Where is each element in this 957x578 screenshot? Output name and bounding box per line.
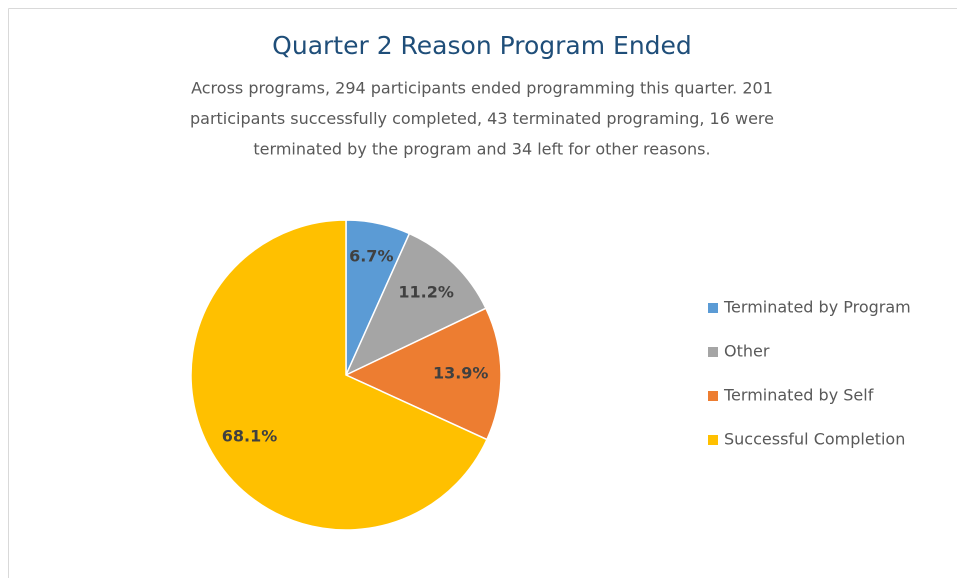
chart-subtitle: participants successfully completed, 43 … [190,109,774,128]
legend-swatch [708,347,718,357]
data-label: 6.7% [349,246,393,265]
chart-title: Quarter 2 Reason Program Ended [272,31,692,60]
legend-label: Successful Completion [724,430,905,449]
pie-slice [344,307,502,441]
legend-swatch [708,435,718,445]
legend-swatch [708,391,718,401]
data-label: 11.2% [398,282,454,301]
pie-slice [190,219,488,531]
data-label: 13.9% [433,364,489,383]
legend-label: Other [724,342,770,361]
pie-slice [344,232,487,377]
data-label: 68.1% [222,426,278,445]
legend-label: Terminated by Program [723,298,911,317]
chart-subtitle: terminated by the program and 34 left fo… [253,140,710,159]
chart-subtitle: Across programs, 294 participants ended … [191,79,773,98]
legend-swatch [708,303,718,313]
legend-label: Terminated by Self [723,386,874,405]
